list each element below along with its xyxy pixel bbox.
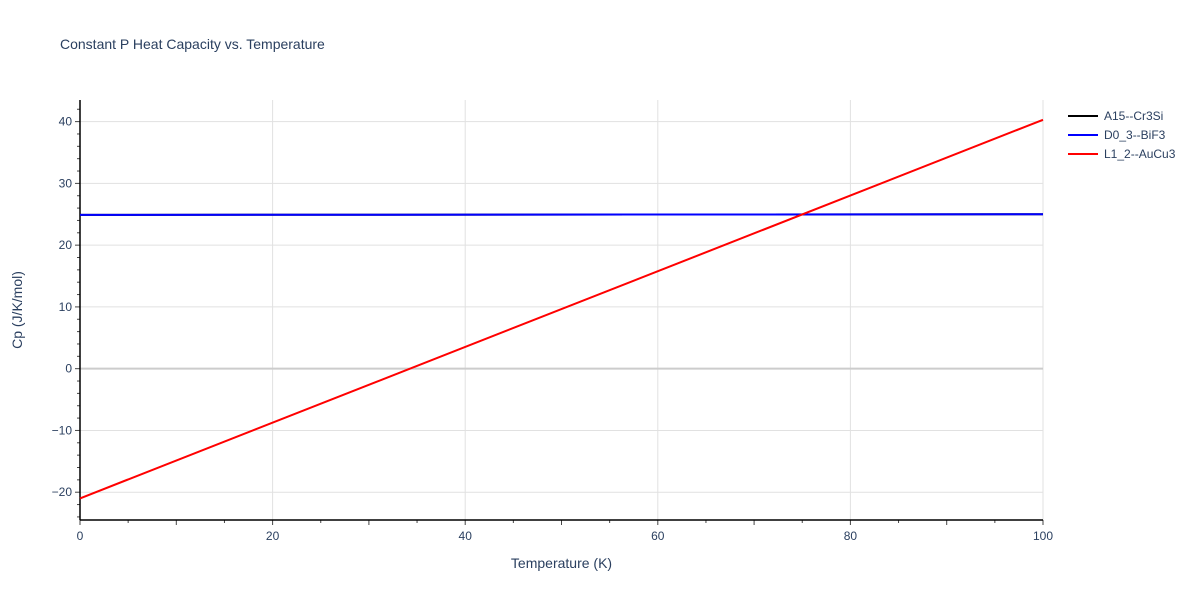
chart-title: Constant P Heat Capacity vs. Temperature — [60, 36, 325, 52]
x-tick-label: 0 — [77, 529, 84, 543]
y-tick-label: 0 — [65, 362, 72, 376]
legend-item-a15[interactable]: A15--Cr3Si — [1068, 106, 1175, 125]
y-tick-label: 20 — [59, 238, 73, 252]
legend-swatch-icon — [1068, 114, 1098, 117]
y-tick-label: 40 — [59, 115, 73, 129]
x-tick-label: 40 — [459, 529, 473, 543]
x-tick-label: 80 — [844, 529, 858, 543]
legend: A15--Cr3Si D0_3--BiF3 L1_2--AuCu3 — [1068, 106, 1175, 163]
y-axis-title: Cp (J/K/mol) — [9, 271, 25, 349]
legend-label: D0_3--BiF3 — [1104, 127, 1166, 142]
x-tick-label: 20 — [266, 529, 280, 543]
y-tick-label: −10 — [52, 423, 73, 437]
series-line-1[interactable] — [79, 213, 1044, 216]
legend-swatch-icon — [1068, 133, 1098, 136]
legend-swatch-icon — [1068, 152, 1098, 155]
x-axis-title: Temperature (K) — [511, 555, 612, 571]
x-tick-label: 60 — [651, 529, 665, 543]
y-tick-label: 30 — [59, 176, 73, 190]
legend-label: A15--Cr3Si — [1104, 108, 1164, 123]
y-tick-label: 10 — [59, 300, 73, 314]
x-tick-label: 100 — [1033, 529, 1053, 543]
legend-item-d03[interactable]: D0_3--BiF3 — [1068, 125, 1175, 144]
series-line-2[interactable] — [79, 118, 1044, 500]
legend-label: L1_2--AuCu3 — [1104, 146, 1176, 161]
y-tick-label: −20 — [52, 485, 73, 499]
legend-item-l12[interactable]: L1_2--AuCu3 — [1068, 144, 1175, 163]
